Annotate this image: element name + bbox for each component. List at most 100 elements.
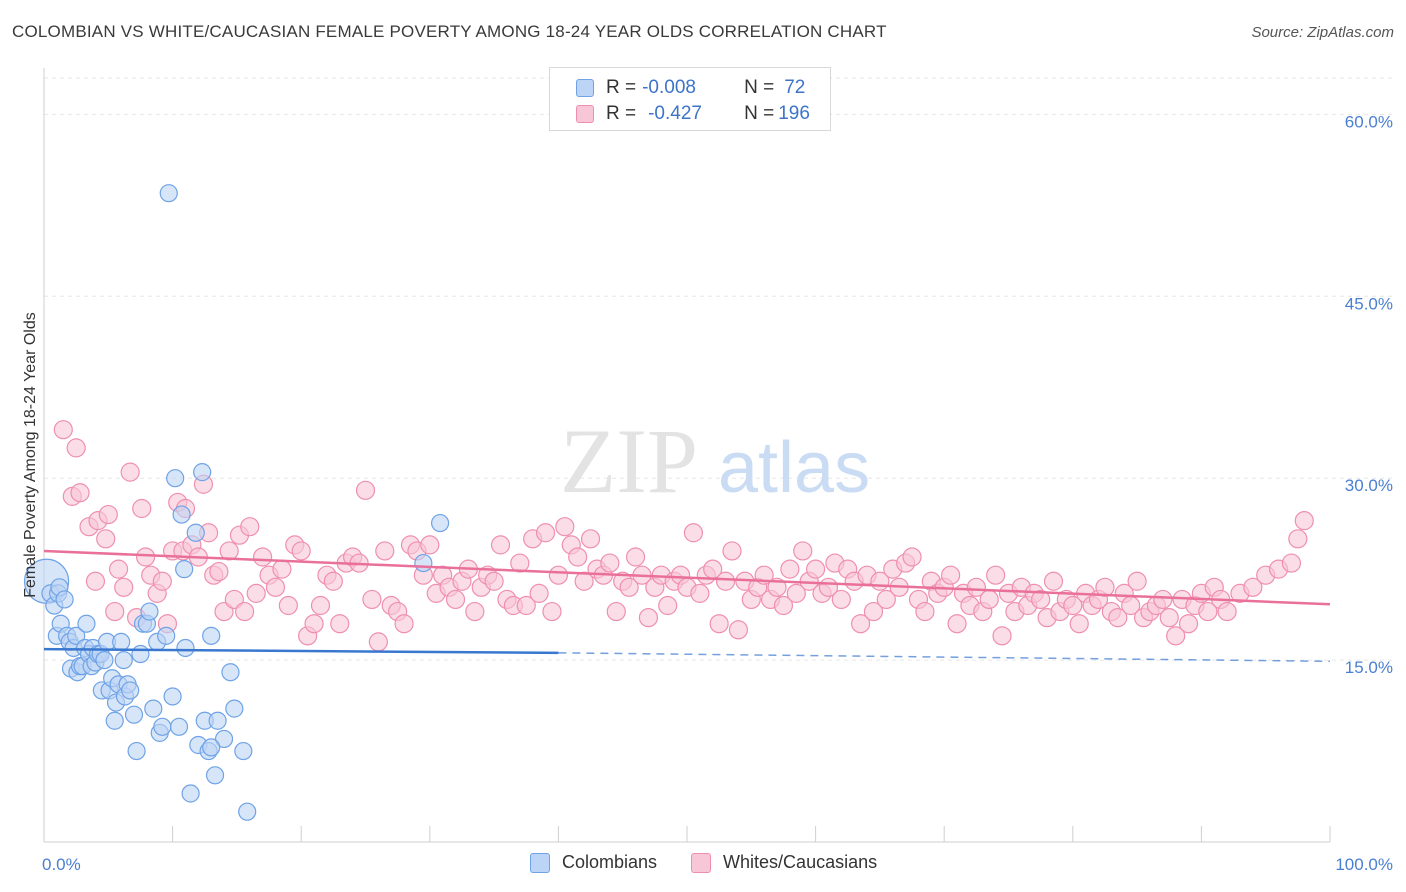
data-point-whites	[209, 561, 229, 582]
series-legend-label: Whites/Caucasians	[723, 852, 878, 872]
data-point-whites	[1031, 589, 1051, 610]
legend-r-label: R =	[606, 103, 637, 124]
data-point-whites	[1294, 511, 1314, 531]
legend-row-whites: R = -0.427 N = 196	[576, 102, 810, 126]
data-point-colombians	[159, 184, 178, 203]
data-point-colombians	[234, 741, 253, 761]
data-point-whites	[773, 595, 794, 616]
legend-row-colombians: R = -0.008 N = 72	[576, 76, 805, 100]
data-point-colombians	[414, 553, 433, 573]
trend-line-whites	[43, 549, 1331, 606]
data-point-colombians	[208, 711, 227, 730]
correlation-legend: R = -0.008 N = 72 R = -0.427 N = 196	[549, 67, 831, 131]
legend-swatch-blue	[576, 79, 594, 97]
series-swatch-pink	[691, 852, 712, 873]
data-point-whites	[265, 577, 286, 597]
y-tick-label: 15.0%	[1345, 658, 1393, 677]
data-point-colombians	[127, 741, 146, 761]
axis-labels: 15.0% 30.0% 45.0% 60.0% 0.0% 100.0%	[42, 112, 1393, 874]
data-point-whites	[709, 614, 729, 634]
source-label: Source: ZipAtlas.com	[1251, 24, 1394, 41]
data-point-whites	[323, 571, 343, 591]
data-point-colombians	[163, 687, 182, 706]
y-axis-label: Female Poverty Among 18-24 Year Olds	[22, 312, 39, 598]
data-point-whites	[529, 583, 549, 603]
data-point-whites	[490, 535, 511, 555]
data-point-whites	[120, 462, 140, 482]
data-point-whites	[625, 547, 646, 567]
data-point-whites	[105, 601, 125, 622]
data-point-whites	[902, 547, 922, 567]
data-point-whites	[658, 595, 678, 616]
data-point-whites	[793, 541, 813, 561]
data-point-whites	[394, 614, 414, 634]
series-legend-whites: Whites/Caucasians	[691, 852, 877, 873]
data-point-whites	[851, 614, 871, 634]
watermark-atlas: atlas	[718, 428, 870, 508]
data-point-whites	[330, 614, 350, 634]
data-point-whites	[542, 601, 562, 622]
data-point-colombians	[67, 626, 86, 645]
data-point-whites	[1288, 529, 1308, 549]
series-colombians	[23, 184, 450, 821]
data-point-colombians	[430, 513, 450, 533]
y-tick-label: 30.0%	[1345, 476, 1393, 495]
data-point-whites	[70, 483, 90, 503]
data-point-colombians	[238, 802, 257, 821]
data-point-whites	[535, 523, 556, 543]
legend-n-value: 196	[778, 103, 810, 124]
y-tick-label: 60.0%	[1345, 112, 1393, 131]
series-legend-label: Colombians	[562, 852, 658, 872]
data-point-whites	[355, 480, 376, 500]
data-point-whites	[1243, 577, 1263, 597]
data-point-colombians	[193, 463, 212, 482]
data-point-whites	[1043, 571, 1064, 591]
data-point-whites	[992, 626, 1012, 646]
data-point-whites	[291, 541, 311, 561]
data-point-whites	[722, 541, 742, 561]
data-point-whites	[375, 541, 395, 561]
y-tick-label: 45.0%	[1345, 294, 1393, 313]
data-point-colombians	[172, 505, 191, 524]
data-point-whites	[1217, 601, 1237, 622]
data-point-whites	[114, 577, 134, 597]
legend-r-value: -0.008	[642, 77, 696, 98]
data-point-whites	[548, 565, 569, 585]
data-point-whites	[966, 577, 986, 597]
data-point-whites	[108, 559, 129, 579]
data-point-whites	[484, 571, 504, 591]
data-point-whites	[235, 601, 255, 622]
data-point-whites	[304, 614, 324, 634]
trend-line-colombians-dashed	[558, 652, 1331, 663]
legend-r-label: R =	[606, 77, 637, 98]
data-point-colombians	[157, 626, 176, 645]
data-point-colombians	[124, 705, 144, 724]
data-point-colombians	[144, 699, 163, 718]
data-point-whites	[253, 547, 273, 567]
data-point-colombians	[77, 614, 96, 633]
watermark-zip: ZIP	[560, 410, 698, 512]
data-point-whites	[638, 608, 659, 628]
data-point-whites	[362, 589, 382, 610]
data-point-whites	[1166, 626, 1186, 646]
data-point-colombians	[221, 663, 240, 682]
data-point-whites	[947, 614, 967, 634]
data-point-whites	[876, 589, 896, 610]
data-point-whites	[780, 559, 800, 579]
data-point-colombians	[186, 523, 205, 542]
data-point-whites	[690, 583, 710, 603]
trend-line-colombians	[43, 647, 559, 655]
legend-n-value: 72	[784, 77, 806, 98]
data-point-whites	[1281, 553, 1302, 573]
data-point-whites	[1153, 589, 1173, 610]
data-point-whites	[619, 577, 639, 597]
data-point-colombians	[205, 766, 225, 785]
data-point-colombians	[140, 602, 159, 621]
data-point-whites	[979, 589, 999, 610]
legend-n-label: N =	[744, 77, 775, 98]
data-point-whites	[510, 553, 530, 573]
data-point-colombians	[166, 469, 185, 488]
data-point-whites	[986, 565, 1006, 585]
data-point-whites	[1108, 608, 1128, 628]
